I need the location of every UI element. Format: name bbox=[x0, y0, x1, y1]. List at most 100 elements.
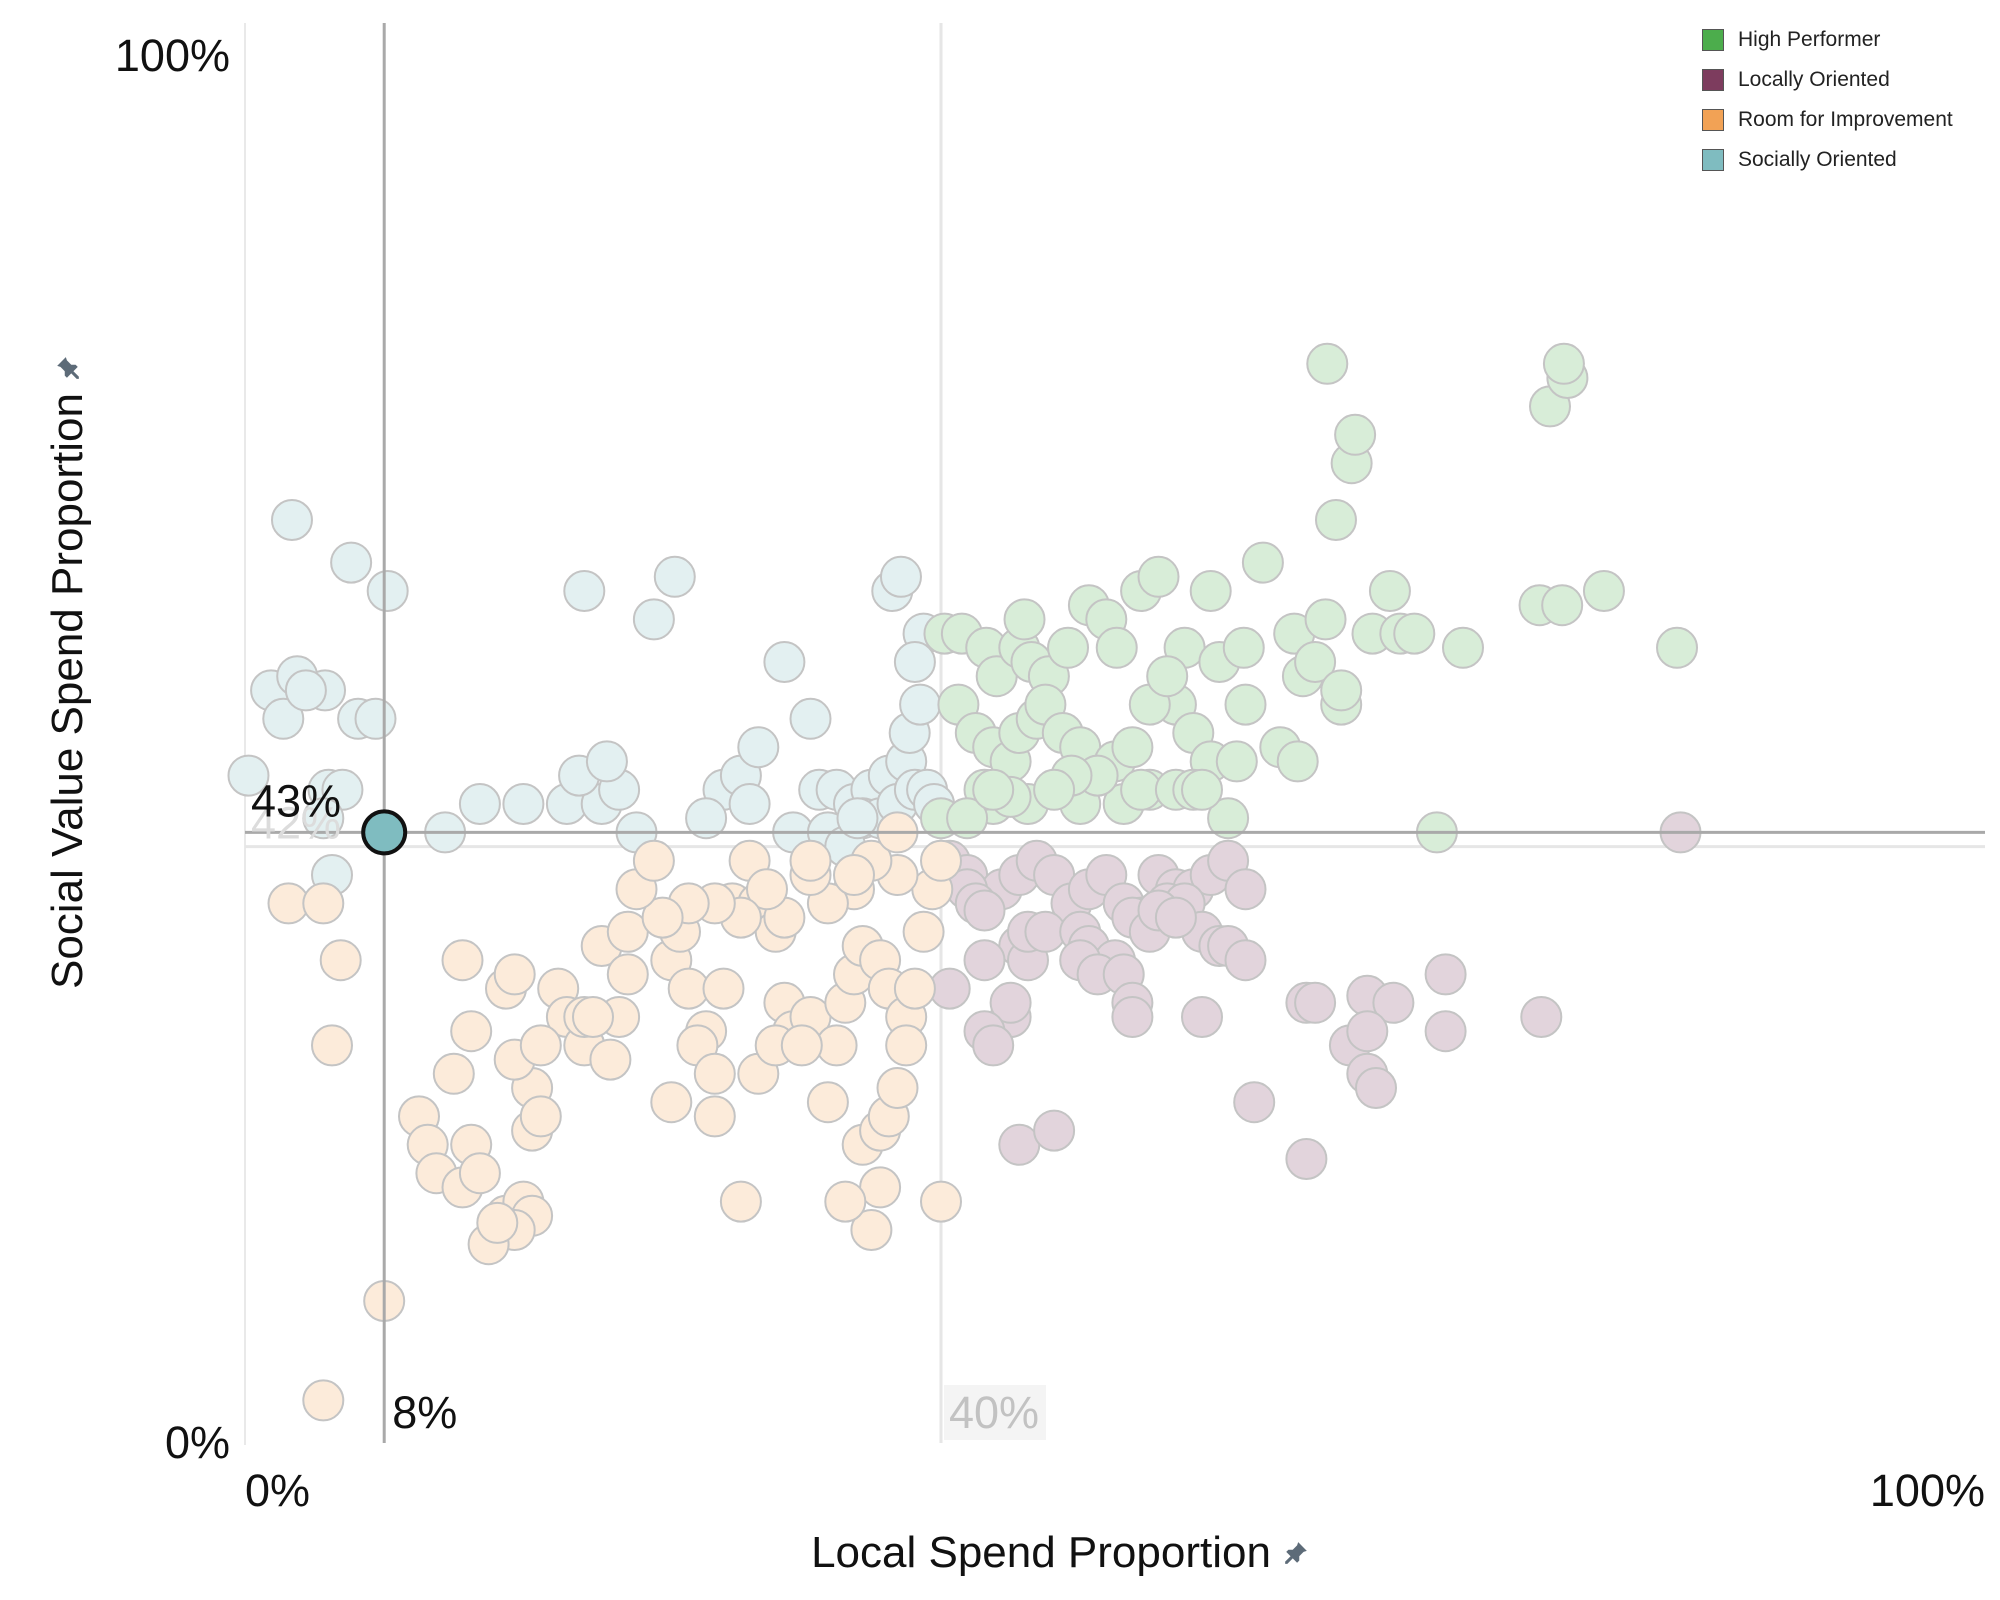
data-point[interactable] bbox=[432, 1052, 475, 1095]
data-point[interactable] bbox=[606, 953, 649, 996]
data-point[interactable] bbox=[693, 1052, 736, 1095]
pin-icon[interactable] bbox=[1283, 1540, 1309, 1566]
data-point[interactable] bbox=[302, 882, 345, 925]
data-point[interactable] bbox=[270, 499, 313, 541]
data-point[interactable] bbox=[1424, 953, 1467, 996]
data-point[interactable] bbox=[824, 1180, 867, 1223]
data-point[interactable] bbox=[450, 1010, 493, 1053]
data-point[interactable] bbox=[746, 868, 788, 911]
data-point[interactable] bbox=[885, 1024, 928, 1067]
data-point[interactable] bbox=[519, 1095, 562, 1138]
data-point[interactable] bbox=[728, 783, 771, 825]
data-point[interactable] bbox=[1306, 342, 1349, 385]
data-point[interactable] bbox=[789, 839, 832, 882]
pin-icon[interactable] bbox=[55, 355, 81, 381]
data-point[interactable] bbox=[585, 740, 628, 783]
data-point[interactable] bbox=[1285, 1138, 1328, 1180]
data-point[interactable] bbox=[1095, 626, 1138, 669]
data-point[interactable] bbox=[1181, 768, 1223, 811]
data-point[interactable] bbox=[806, 1081, 849, 1124]
data-point[interactable] bbox=[1224, 683, 1267, 726]
data-point[interactable] bbox=[476, 1201, 519, 1244]
data-point[interactable] bbox=[1314, 499, 1357, 541]
data-point[interactable] bbox=[899, 683, 942, 726]
data-point[interactable] bbox=[1233, 1081, 1276, 1124]
data-point[interactable] bbox=[1294, 641, 1337, 683]
data-point[interactable] bbox=[989, 981, 1032, 1024]
data-point[interactable] bbox=[1276, 740, 1319, 783]
data-point[interactable] bbox=[789, 697, 832, 740]
data-point[interactable] bbox=[972, 1024, 1015, 1067]
data-point[interactable] bbox=[589, 1038, 632, 1081]
data-point[interactable] bbox=[850, 1209, 893, 1251]
data-point[interactable] bbox=[1304, 598, 1347, 641]
data-point[interactable] bbox=[1372, 981, 1415, 1024]
data-point[interactable] bbox=[641, 896, 684, 939]
data-point[interactable] bbox=[1334, 413, 1377, 456]
data-point[interactable] bbox=[836, 797, 879, 840]
data-point[interactable] bbox=[693, 1095, 736, 1138]
data-point[interactable] bbox=[963, 939, 1006, 982]
data-point[interactable] bbox=[902, 910, 945, 953]
data-point[interactable] bbox=[1520, 996, 1563, 1038]
legend-item-room-for-improvement[interactable]: Room for Improvement bbox=[1702, 100, 1953, 140]
data-point[interactable] bbox=[366, 570, 409, 612]
data-point[interactable] bbox=[1222, 626, 1265, 669]
data-point[interactable] bbox=[653, 555, 696, 598]
data-point[interactable] bbox=[1294, 981, 1337, 1024]
data-point[interactable] bbox=[1542, 342, 1585, 385]
data-point[interactable] bbox=[330, 541, 373, 584]
data-point[interactable] bbox=[1033, 1109, 1076, 1152]
data-point[interactable] bbox=[1368, 570, 1411, 612]
data-point[interactable] bbox=[650, 1081, 693, 1124]
legend-item-locally-oriented[interactable]: Locally Oriented bbox=[1702, 60, 1953, 100]
data-point[interactable] bbox=[1033, 768, 1076, 811]
data-point[interactable] bbox=[1047, 626, 1090, 669]
data-point[interactable] bbox=[302, 797, 345, 840]
data-point[interactable] bbox=[879, 555, 922, 598]
data-point[interactable] bbox=[719, 1180, 762, 1223]
data-point[interactable] bbox=[262, 697, 305, 740]
data-point[interactable] bbox=[1320, 669, 1363, 712]
data-point[interactable] bbox=[1207, 797, 1250, 840]
data-point[interactable] bbox=[284, 669, 327, 712]
legend-item-high-performer[interactable]: High Performer bbox=[1702, 20, 1953, 60]
data-point[interactable] bbox=[1355, 1067, 1397, 1109]
data-point[interactable] bbox=[311, 1024, 353, 1067]
data-point[interactable] bbox=[946, 797, 989, 840]
data-point[interactable] bbox=[1003, 598, 1046, 641]
data-point[interactable] bbox=[876, 1067, 919, 1109]
data-point[interactable] bbox=[1181, 996, 1223, 1038]
data-point[interactable] bbox=[1656, 626, 1699, 669]
data-point[interactable] bbox=[1442, 626, 1484, 669]
data-point[interactable] bbox=[1224, 868, 1267, 911]
data-point[interactable] bbox=[833, 854, 875, 896]
data-point[interactable] bbox=[893, 641, 936, 683]
data-point[interactable] bbox=[563, 570, 606, 612]
data-point[interactable] bbox=[1393, 612, 1436, 655]
data-point[interactable] bbox=[1224, 939, 1267, 982]
data-point[interactable] bbox=[1241, 541, 1284, 584]
data-point[interactable] bbox=[1137, 555, 1180, 598]
data-point[interactable] bbox=[1346, 1010, 1389, 1053]
data-point[interactable] bbox=[1541, 584, 1584, 627]
data-point[interactable] bbox=[893, 967, 936, 1010]
data-point[interactable] bbox=[519, 1024, 562, 1067]
data-point[interactable] bbox=[458, 783, 501, 825]
data-point[interactable] bbox=[920, 839, 962, 882]
data-point[interactable] bbox=[632, 839, 675, 882]
data-point[interactable] bbox=[319, 939, 362, 982]
data-point[interactable] bbox=[685, 797, 728, 840]
data-point[interactable] bbox=[458, 1152, 501, 1195]
data-point[interactable] bbox=[963, 889, 1006, 932]
data-point[interactable] bbox=[502, 783, 545, 825]
data-point[interactable] bbox=[572, 996, 614, 1038]
data-point[interactable] bbox=[1424, 1010, 1467, 1053]
data-point[interactable] bbox=[1146, 655, 1189, 698]
data-point[interactable] bbox=[1154, 896, 1197, 939]
legend-item-socially-oriented[interactable]: Socially Oriented bbox=[1702, 140, 1953, 180]
data-point[interactable] bbox=[780, 1024, 823, 1067]
data-point[interactable] bbox=[972, 768, 1015, 811]
data-point[interactable] bbox=[1111, 996, 1154, 1038]
data-point[interactable] bbox=[1111, 726, 1154, 769]
